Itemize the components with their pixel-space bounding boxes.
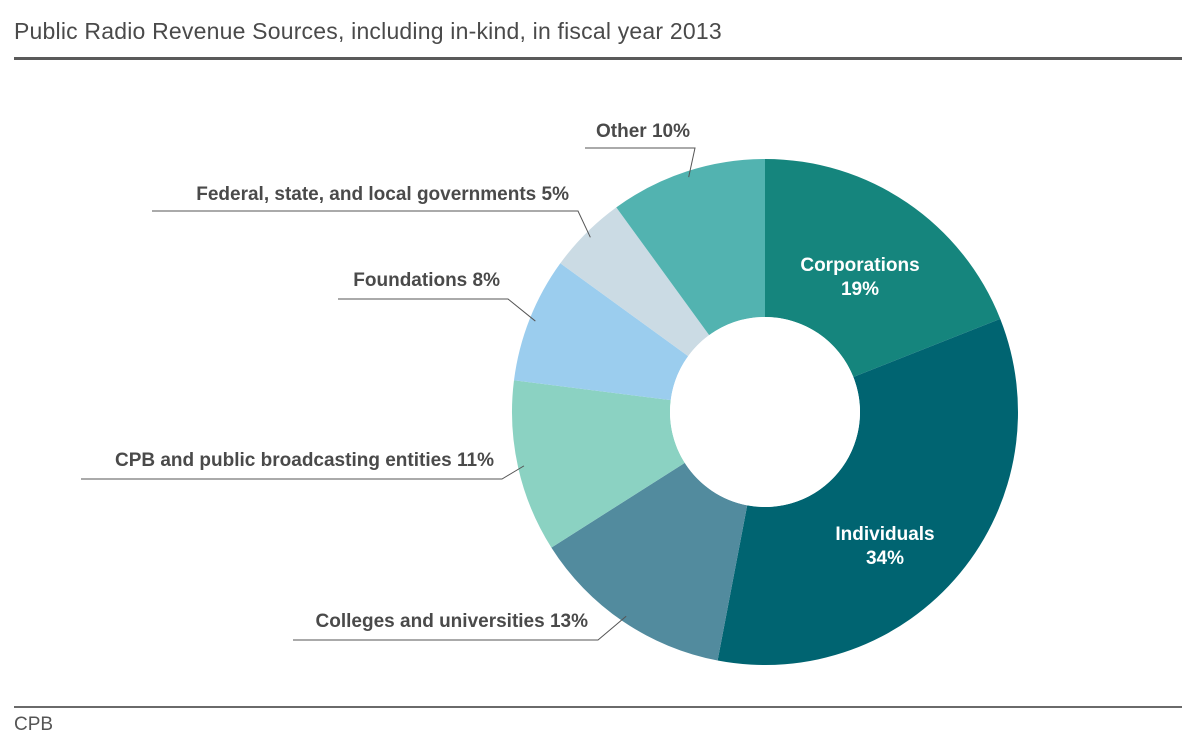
- slice-label-individuals-value: 34%: [866, 548, 904, 569]
- footer-divider: [14, 706, 1182, 708]
- slice-label-foundations: Foundations 8%: [353, 270, 500, 291]
- slice-foundations: [513, 263, 689, 401]
- slice-other: [616, 159, 765, 336]
- leader-line-governments: [152, 210, 591, 238]
- leader-line-colleges: [293, 615, 627, 641]
- slice-label-colleges: Colleges and universities 13%: [316, 611, 589, 632]
- leader-line-other: [585, 147, 696, 178]
- leader-line-foundations: [338, 298, 536, 322]
- slice-colleges: [551, 462, 748, 661]
- slice-label-individuals-name: Individuals: [835, 524, 934, 545]
- title-divider: [14, 57, 1182, 60]
- slice-corporations: [765, 159, 1001, 378]
- chart-title: Public Radio Revenue Sources, including …: [14, 18, 722, 44]
- leader-lines-layer: [81, 147, 696, 641]
- slice-label-other: Other 10%: [596, 121, 690, 142]
- slice-label-governments: Federal, state, and local governments 5%: [196, 184, 569, 205]
- slice-individuals: [717, 318, 1019, 665]
- slice-label-cpb: CPB and public broadcasting entities 11%: [115, 450, 494, 471]
- source-note: CPB: [14, 714, 54, 735]
- slice-governments: [560, 207, 710, 357]
- slice-cpb: [512, 380, 685, 548]
- slice-label-corporations-name: Corporations: [800, 255, 919, 276]
- slice-label-corporations-value: 19%: [841, 279, 879, 300]
- donut-hole: [670, 317, 860, 507]
- labels-layer: Corporations 19% Individuals 34% Colleges an…: [115, 121, 935, 632]
- slices-layer: [512, 159, 1019, 665]
- leader-line-cpb: [81, 465, 525, 480]
